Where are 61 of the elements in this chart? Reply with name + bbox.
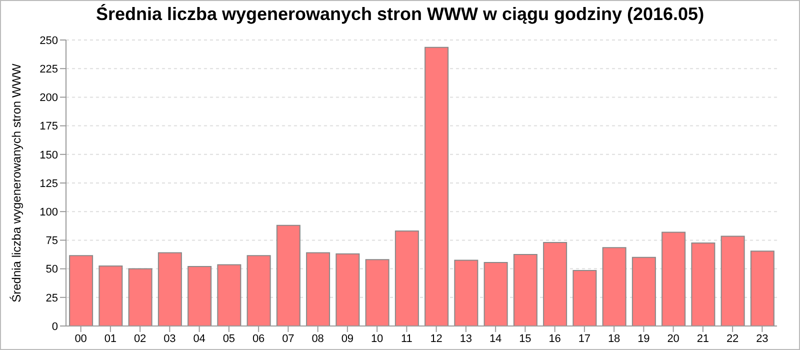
bar bbox=[306, 252, 330, 326]
bar bbox=[365, 259, 390, 326]
y-tick-label: 125 bbox=[40, 178, 58, 190]
x-tick-label: 05 bbox=[222, 332, 236, 345]
bar bbox=[188, 266, 212, 326]
x-tick-label: 21 bbox=[696, 332, 710, 345]
x-tick-label: 22 bbox=[726, 332, 739, 345]
bar bbox=[572, 270, 597, 326]
x-tick-label: 11 bbox=[400, 332, 412, 345]
y-tick-label: 175 bbox=[40, 120, 58, 133]
x-tick-label: 16 bbox=[548, 332, 561, 345]
bar bbox=[513, 254, 538, 326]
bar bbox=[720, 236, 745, 326]
x-tick-label: 07 bbox=[282, 332, 294, 345]
x-tick-label: 20 bbox=[667, 332, 680, 345]
chart-title: Średnia liczba wygenerowanych stron WWW w ciągu godziny (2016.05) bbox=[94, 3, 706, 26]
bar bbox=[394, 230, 419, 326]
y-tick-label: 0 bbox=[52, 320, 58, 333]
bar bbox=[484, 262, 508, 326]
y-tick-label: 225 bbox=[40, 64, 58, 76]
bar bbox=[424, 46, 449, 326]
y-axis-title: Średnia liczba wygenerowanych stron WWW bbox=[9, 62, 24, 302]
y-tick-label: 200 bbox=[40, 92, 58, 104]
x-tick-label: 03 bbox=[164, 332, 176, 345]
x-tick-label: 06 bbox=[252, 332, 265, 345]
x-tick-label: 12 bbox=[430, 332, 442, 345]
bar bbox=[543, 242, 568, 326]
x-tick-label: 01 bbox=[104, 332, 117, 345]
bar bbox=[750, 250, 774, 326]
bar bbox=[662, 232, 686, 326]
bar bbox=[246, 255, 271, 326]
y-tick-label: 250 bbox=[40, 34, 58, 47]
x-tick-label: 09 bbox=[341, 332, 354, 345]
x-tick-label: 08 bbox=[312, 332, 324, 345]
x-tick-label: 18 bbox=[608, 332, 620, 345]
bar bbox=[691, 242, 716, 326]
y-tick-label: 75 bbox=[46, 235, 58, 248]
bar bbox=[158, 252, 182, 326]
x-tick-label: 17 bbox=[578, 332, 591, 345]
x-tick-label: 23 bbox=[756, 332, 768, 345]
bar bbox=[128, 268, 152, 326]
y-tick-label: 25 bbox=[46, 292, 58, 304]
x-tick-label: 04 bbox=[193, 332, 206, 345]
y-tick-label: 100 bbox=[40, 206, 58, 219]
bar bbox=[98, 265, 123, 326]
bar bbox=[217, 264, 242, 326]
x-tick-label: 13 bbox=[460, 332, 472, 345]
bar bbox=[632, 256, 656, 326]
y-tick-label: 150 bbox=[40, 149, 58, 162]
bar bbox=[336, 253, 360, 326]
x-tick-label: 19 bbox=[638, 332, 650, 345]
x-tick-label: 14 bbox=[489, 332, 502, 345]
bar bbox=[69, 255, 94, 326]
x-tick-label: 10 bbox=[370, 332, 384, 345]
x-tick-label: 15 bbox=[519, 332, 532, 345]
bar bbox=[276, 224, 300, 326]
y-tick-label: 50 bbox=[46, 264, 58, 276]
x-tick-label: 02 bbox=[134, 332, 146, 345]
x-tick-label: 00 bbox=[74, 332, 87, 345]
bar bbox=[454, 260, 478, 326]
bar bbox=[602, 247, 626, 326]
